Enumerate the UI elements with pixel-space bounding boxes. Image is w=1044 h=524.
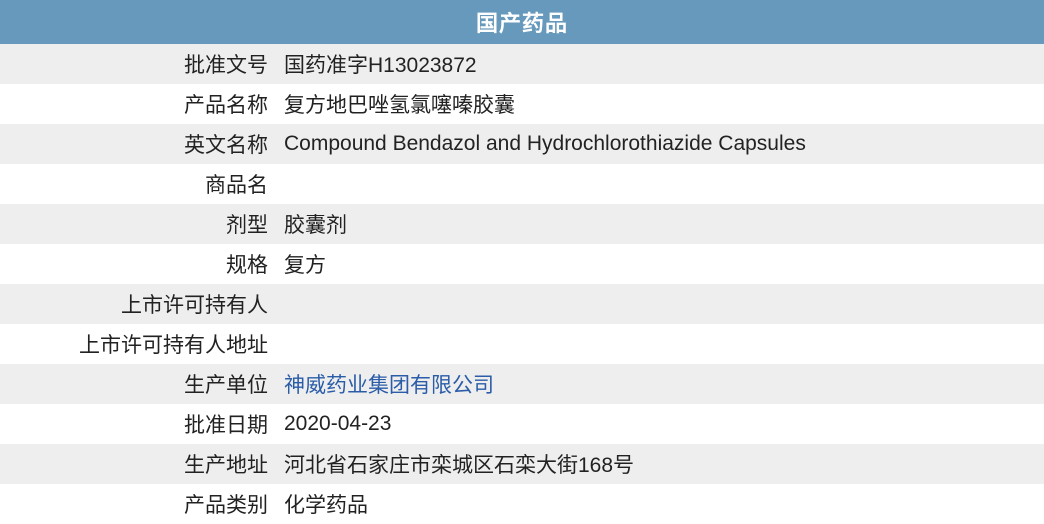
table-row: 生产地址河北省石家庄市栾城区石栾大街168号 xyxy=(0,444,1044,484)
row-value: Compound Bendazol and Hydrochlorothiazid… xyxy=(280,132,1044,156)
row-label: 批准文号 xyxy=(0,49,280,79)
table-row: 上市许可持有人 xyxy=(0,284,1044,324)
row-label: 批准日期 xyxy=(0,409,280,439)
table-header: 国产药品 xyxy=(0,0,1044,44)
row-value: 胶囊剂 xyxy=(280,209,1044,239)
table-row: 产品名称复方地巴唑氢氯噻嗪胶囊 xyxy=(0,84,1044,124)
row-label: 产品类别 xyxy=(0,489,280,519)
table-row: 英文名称Compound Bendazol and Hydrochlorothi… xyxy=(0,124,1044,164)
table-row: 生产单位神威药业集团有限公司 xyxy=(0,364,1044,404)
row-value: 国药准字H13023872 xyxy=(280,49,1044,79)
row-label: 剂型 xyxy=(0,209,280,239)
table-row: 上市许可持有人地址 xyxy=(0,324,1044,364)
row-label: 英文名称 xyxy=(0,129,280,159)
table-row: 批准日期2020-04-23 xyxy=(0,404,1044,444)
row-label: 生产地址 xyxy=(0,449,280,479)
row-label: 上市许可持有人 xyxy=(0,289,280,319)
row-value: 化学药品 xyxy=(280,489,1044,519)
row-label: 商品名 xyxy=(0,169,280,199)
drug-info-table: 国产药品 批准文号国药准字H13023872产品名称复方地巴唑氢氯噻嗪胶囊英文名… xyxy=(0,0,1044,524)
row-label: 产品名称 xyxy=(0,89,280,119)
rows-container: 批准文号国药准字H13023872产品名称复方地巴唑氢氯噻嗪胶囊英文名称Comp… xyxy=(0,44,1044,524)
table-row: 剂型胶囊剂 xyxy=(0,204,1044,244)
row-value: 河北省石家庄市栾城区石栾大街168号 xyxy=(280,449,1044,479)
row-value: 复方 xyxy=(280,249,1044,279)
table-row: 规格复方 xyxy=(0,244,1044,284)
row-label: 规格 xyxy=(0,249,280,279)
table-row: 产品类别化学药品 xyxy=(0,484,1044,524)
row-value: 2020-04-23 xyxy=(280,412,1044,436)
row-label: 上市许可持有人地址 xyxy=(0,329,280,359)
row-value-link[interactable]: 神威药业集团有限公司 xyxy=(280,369,1044,399)
table-row: 批准文号国药准字H13023872 xyxy=(0,44,1044,84)
row-value: 复方地巴唑氢氯噻嗪胶囊 xyxy=(280,89,1044,119)
table-row: 商品名 xyxy=(0,164,1044,204)
row-label: 生产单位 xyxy=(0,369,280,399)
